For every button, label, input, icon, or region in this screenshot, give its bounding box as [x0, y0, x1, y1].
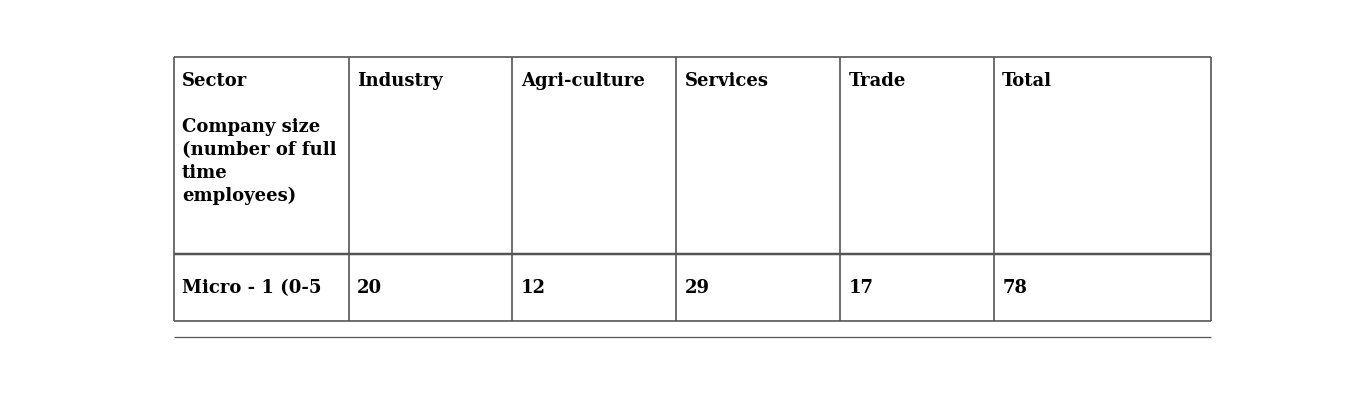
Text: 20: 20	[357, 279, 381, 297]
Text: 17: 17	[849, 279, 874, 297]
Text: Total: Total	[1002, 72, 1053, 90]
Text: 29: 29	[685, 279, 709, 297]
Text: Sector

Company size
(number of full
time
employees): Sector Company size (number of full time…	[182, 72, 337, 205]
Text: Industry: Industry	[357, 72, 442, 90]
Text: Micro - 1 (0-5: Micro - 1 (0-5	[182, 279, 322, 297]
Text: 12: 12	[520, 279, 546, 297]
Text: Agri-culture: Agri-culture	[520, 72, 644, 90]
Text: Trade: Trade	[849, 72, 906, 90]
Text: 78: 78	[1002, 279, 1027, 297]
Text: Services: Services	[685, 72, 768, 90]
